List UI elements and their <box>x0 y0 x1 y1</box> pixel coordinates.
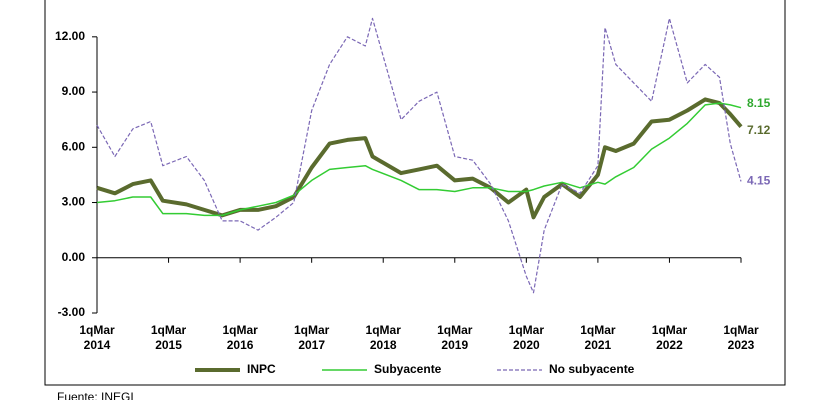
x-tick-label: 1qMar 2014 <box>79 323 115 352</box>
y-tick-label: 0.00 <box>62 250 86 264</box>
x-tick-label: 1qMar 2021 <box>580 323 616 352</box>
x-tick-label: 1qMar 2018 <box>366 323 402 352</box>
chart-frame <box>44 0 786 386</box>
end-label: 7.12 <box>747 123 771 137</box>
x-tick-label: 1qMar 2020 <box>509 323 545 352</box>
source: Fuente: INEGI <box>57 390 134 400</box>
y-tick-label: 6.00 <box>62 139 86 153</box>
series-line <box>96 17 742 294</box>
x-tick-label: 1qMar 2022 <box>652 323 688 352</box>
y-tick-label: 12.00 <box>55 29 85 43</box>
x-tick-label: 1qMar 2015 <box>151 323 187 352</box>
end-label: 4.15 <box>747 174 771 188</box>
y-tick-label: -3.00 <box>58 305 86 319</box>
legend-label: No subyacente <box>549 362 635 376</box>
end-label: 8.15 <box>747 96 771 110</box>
y-tick-label: 9.00 <box>62 84 86 98</box>
series-line <box>96 102 742 217</box>
y-tick-label: 3.00 <box>62 195 86 209</box>
series-line <box>96 97 743 220</box>
x-tick-label: 1qMar 2023 <box>723 323 759 352</box>
x-tick-label: 1qMar 2016 <box>222 323 258 352</box>
legend-label: INPC <box>247 362 276 376</box>
x-tick-label: 1qMar 2019 <box>437 323 473 352</box>
x-tick-label: 1qMar 2017 <box>294 323 330 352</box>
legend-label: Subyacente <box>374 362 442 376</box>
